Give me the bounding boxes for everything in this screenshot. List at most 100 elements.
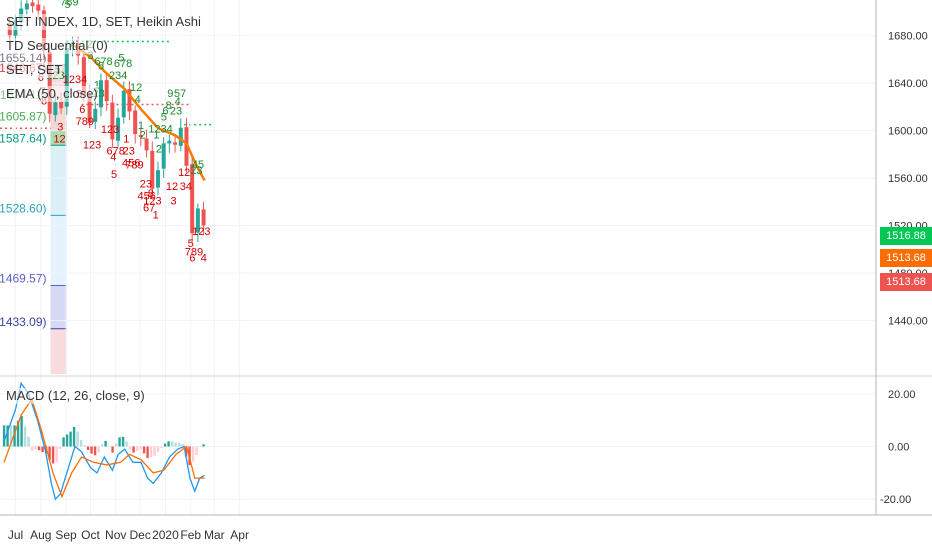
td-count-label: 1 <box>94 80 100 92</box>
macd-tick-label: -20.00 <box>880 494 911 506</box>
td-count-label: 456 <box>138 191 156 203</box>
td-count-label: 34 <box>180 181 192 193</box>
candle-body <box>127 89 132 112</box>
td-count-label: 123 <box>101 124 119 136</box>
macd-histogram-bar <box>156 446 160 452</box>
time-tick-label: Mar <box>204 528 225 542</box>
td-count-label: 23 <box>123 145 135 157</box>
legend-set[interactable]: SET, SET <box>6 62 63 78</box>
grid <box>0 0 876 515</box>
candle-body <box>98 80 103 108</box>
macd-histogram-bar <box>76 431 79 447</box>
td-count-label: 45 <box>192 159 204 171</box>
fib-level-label: 1(1528.60) <box>0 201 47 215</box>
price-tick-label: 1680.00 <box>888 31 928 43</box>
td-count-label: 5 <box>188 238 194 250</box>
candle-body <box>116 117 121 141</box>
macd-histogram-bar <box>146 446 149 458</box>
macd-histogram-bar <box>121 436 125 447</box>
macd-histogram-bar <box>118 437 121 447</box>
macd-histogram-bar <box>13 425 16 447</box>
td-count-label: 5 <box>98 61 104 73</box>
macd-histogram-bar <box>48 446 51 460</box>
legend-td-sequential[interactable]: TD Sequential (0) <box>6 38 108 54</box>
td-count-label: 789 <box>60 0 78 8</box>
td-count-label: 5 <box>118 52 124 64</box>
td-count-label: 5 <box>65 0 71 11</box>
td-count-label: 1 <box>123 134 129 146</box>
td-count-label: 1234 <box>63 74 87 86</box>
td-count-label: 1 <box>138 120 144 132</box>
td-count-label: 3 <box>171 195 177 207</box>
fib-zone <box>50 328 67 374</box>
td-count-label: 4 <box>201 252 207 264</box>
price-tick-label: 1640.00 <box>888 78 928 90</box>
td-count-label: 4 <box>175 96 181 108</box>
macd-histogram-bar <box>9 425 13 447</box>
td-count-label: 678 <box>107 145 125 157</box>
macd-histogram-bar <box>2 425 6 447</box>
macd-histogram-bar <box>93 446 97 456</box>
candle-body <box>64 48 69 107</box>
macd-histogram-bar <box>97 446 100 453</box>
macd-histogram-bar <box>90 446 93 454</box>
td-count-label: 67 <box>143 202 155 214</box>
td-count-label: 789 <box>125 160 143 172</box>
macd-histogram-bar <box>79 440 83 447</box>
macd-histogram-bar <box>100 444 104 447</box>
macd-histogram-bar <box>107 446 111 447</box>
candle-body <box>59 102 64 109</box>
fib-level-label: 0.618(1587.64) <box>0 131 47 145</box>
macd-histogram-bar <box>72 426 76 447</box>
macd-histogram-bar <box>65 434 69 447</box>
fib-level-label: 1.382(1469.57) <box>0 271 47 285</box>
td-count-label: 678 <box>94 56 112 68</box>
candle-body <box>36 4 41 11</box>
candle-body <box>41 10 46 51</box>
price-tick-label: 1440.00 <box>888 316 928 328</box>
macd-pane <box>0 375 932 501</box>
td-count-label: 9 <box>167 88 173 100</box>
macd-histogram-bar <box>37 446 41 451</box>
candle-body <box>195 208 200 233</box>
td-count-label: 6 <box>79 104 85 116</box>
macd-histogram-bar <box>167 441 170 447</box>
td-count-label: 789 <box>185 246 203 258</box>
td-count-label: 2 <box>140 129 146 141</box>
td-count-label: 234 <box>109 70 127 82</box>
td-count-label: 789 <box>76 116 94 128</box>
td-count-label: 3 <box>57 122 63 134</box>
time-tick-label: Feb <box>180 528 201 542</box>
td-count-label: 23 <box>140 179 152 191</box>
candle-body <box>93 108 98 122</box>
macd-histogram-bar <box>198 446 202 447</box>
price-tag-last: 1516.88 <box>880 227 932 245</box>
time-tick-label: Apr <box>230 528 249 542</box>
candle-body <box>167 140 172 144</box>
candle-body <box>178 127 183 146</box>
candle-body <box>133 110 138 135</box>
td-count-label: 1234 <box>148 124 172 136</box>
legend-ema[interactable]: EMA (50, close) <box>6 86 98 102</box>
macd-histogram-bar <box>58 446 62 450</box>
td-count-label: 2 <box>156 144 162 156</box>
price-tick-label: 1600.00 <box>888 126 928 138</box>
candle-body <box>155 170 160 188</box>
td-count-label: 12 <box>130 82 142 94</box>
candle-body <box>81 57 86 95</box>
ema-line <box>72 44 206 182</box>
td-count-label: 23 <box>170 106 182 118</box>
legend-title[interactable]: SET INDEX, 1D, SET, Heikin Ashi <box>6 14 201 30</box>
candle-body <box>47 51 52 114</box>
legend-macd[interactable]: MACD (12, 26, close, 9) <box>6 388 145 404</box>
candle-body <box>173 142 178 145</box>
td-count-label: 123 <box>143 195 161 207</box>
td-count-label: 4 <box>110 151 116 163</box>
td-count-label: 123 <box>192 226 210 238</box>
td-count-label: 8 <box>166 100 172 112</box>
price-tag-ema: 1513.68 <box>880 249 932 267</box>
price-tick-label: 1560.00 <box>888 173 928 185</box>
td-count-label: 23 <box>190 165 202 177</box>
macd-tick-label: 0.00 <box>888 442 909 454</box>
